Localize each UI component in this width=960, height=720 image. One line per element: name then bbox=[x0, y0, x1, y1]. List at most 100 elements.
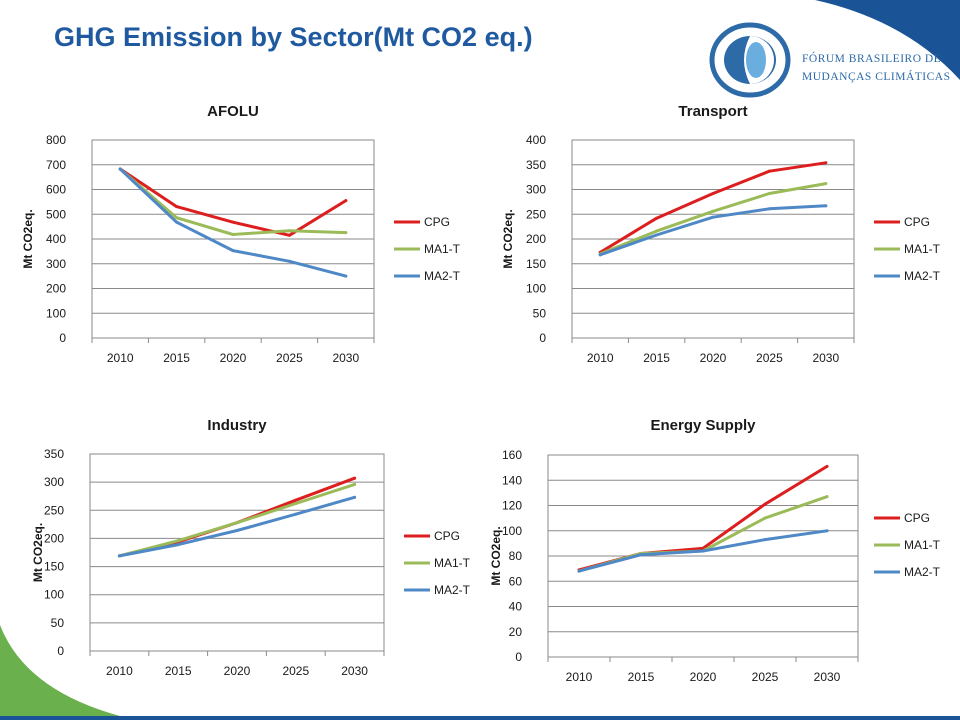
afolu-plot-area bbox=[91, 139, 375, 339]
industry-xtick-label: 2025 bbox=[282, 664, 309, 678]
transport-series-ma2-t-point bbox=[767, 207, 771, 211]
energy-supply-ytick-label: 160 bbox=[502, 448, 522, 462]
energy-supply-ytick-label: 120 bbox=[502, 499, 522, 513]
page-title: GHG Emission by Sector(Mt CO2 eq.) bbox=[54, 22, 533, 52]
afolu-series-ma2-t-point bbox=[344, 274, 348, 278]
afolu-series-ma2-t-point bbox=[287, 259, 291, 263]
afolu-title: AFOLU bbox=[207, 103, 259, 120]
afolu-xtick-label: 2010 bbox=[107, 351, 134, 365]
energy-supply-ytick-label: 20 bbox=[509, 625, 523, 639]
transport-legend-label-ma2-t: MA2-T bbox=[904, 269, 941, 283]
industry-legend-label-cpg: CPG bbox=[434, 529, 460, 543]
transport-ylabel: Mt CO2eq. bbox=[501, 209, 515, 268]
energy-supply-series-cpg-point bbox=[763, 502, 767, 506]
industry-ytick-label: 0 bbox=[57, 644, 64, 658]
afolu-xtick-label: 2030 bbox=[332, 351, 359, 365]
energy-supply-legend-label-ma2-t: MA2-T bbox=[904, 565, 941, 579]
industry-ytick-label: 150 bbox=[44, 560, 64, 574]
transport-ytick-label: 400 bbox=[526, 133, 546, 147]
afolu-ytick-label: 700 bbox=[46, 158, 66, 172]
afolu-legend-label-ma1-t: MA1-T bbox=[424, 242, 461, 256]
afolu-series-ma1-t-point bbox=[344, 231, 348, 235]
transport-ytick-label: 100 bbox=[526, 282, 546, 296]
industry-xtick-label: 2030 bbox=[341, 664, 368, 678]
logo-text-line2: MUDANÇAS CLIMÁTICAS bbox=[802, 69, 950, 83]
afolu-ytick-label: 100 bbox=[46, 306, 66, 320]
logo-emblem bbox=[709, 22, 791, 98]
transport-ytick-label: 250 bbox=[526, 207, 546, 221]
transport-title: Transport bbox=[678, 103, 747, 120]
industry-series-ma1-t-point bbox=[353, 482, 357, 486]
afolu-series-cpg-point bbox=[231, 220, 235, 224]
energy-supply-series-ma2-t-point bbox=[825, 529, 829, 533]
industry-ytick-label: 300 bbox=[44, 475, 64, 489]
afolu-series-cpg-point bbox=[344, 199, 348, 203]
industry-series-ma2-t-point bbox=[176, 543, 180, 547]
industry-ytick-label: 100 bbox=[44, 588, 64, 602]
industry-ytick-label: 350 bbox=[44, 447, 64, 461]
transport-series-cpg-point bbox=[711, 191, 715, 195]
transport-xtick-label: 2025 bbox=[756, 351, 783, 365]
energy-supply-series-ma2-t-point bbox=[639, 553, 643, 557]
afolu-ytick-label: 800 bbox=[46, 133, 66, 147]
transport-ytick-label: 50 bbox=[533, 306, 547, 320]
energy-supply-ytick-label: 80 bbox=[509, 549, 523, 563]
energy-supply-series-ma1-t-point bbox=[825, 495, 829, 499]
transport-xtick-label: 2015 bbox=[643, 351, 670, 365]
afolu-ytick-label: 500 bbox=[46, 207, 66, 221]
logo-text-line1: FÓRUM BRASILEIRO DE bbox=[802, 51, 941, 65]
afolu-xtick-label: 2015 bbox=[163, 351, 190, 365]
energy-supply-legend-label-cpg: CPG bbox=[904, 511, 930, 525]
industry-ytick-label: 50 bbox=[51, 616, 65, 630]
transport-series-ma1-t-point bbox=[824, 182, 828, 186]
afolu-ytick-label: 400 bbox=[46, 232, 66, 246]
afolu-ytick-label: 600 bbox=[46, 183, 66, 197]
transport-xtick-label: 2030 bbox=[812, 351, 839, 365]
industry-series-ma1-t-point bbox=[235, 521, 239, 525]
transport-ytick-label: 200 bbox=[526, 232, 546, 246]
energy-supply-xtick-label: 2025 bbox=[752, 670, 779, 684]
industry-series-ma1-t-point bbox=[294, 502, 298, 506]
energy-supply-xtick-label: 2010 bbox=[566, 670, 593, 684]
transport-ytick-label: 350 bbox=[526, 158, 546, 172]
energy-supply-series-cpg-point bbox=[825, 464, 829, 468]
corner-swoosh-bottom-left-green bbox=[0, 625, 120, 716]
energy-supply-series-ma2-t-point bbox=[701, 549, 705, 553]
transport-series-ma1-t-point bbox=[767, 191, 771, 195]
afolu-xtick-label: 2020 bbox=[220, 351, 247, 365]
energy-supply-plot-area bbox=[547, 454, 859, 658]
transport-legend-label-ma1-t: MA1-T bbox=[904, 242, 941, 256]
transport-series-ma2-t-point bbox=[598, 253, 602, 257]
afolu-series-ma1-t-point bbox=[231, 233, 235, 237]
industry-title: Industry bbox=[207, 417, 267, 434]
afolu-xtick-label: 2025 bbox=[276, 351, 303, 365]
afolu-series-ma1-t-point bbox=[175, 216, 179, 220]
logo: FÓRUM BRASILEIRO DE MUDANÇAS CLIMÁTICAS bbox=[709, 22, 950, 98]
energy-supply-series-ma2-t-point bbox=[763, 538, 767, 542]
energy-supply-ytick-label: 0 bbox=[515, 650, 522, 664]
afolu-ytick-label: 300 bbox=[46, 257, 66, 271]
afolu-series-cpg-point bbox=[175, 205, 179, 209]
energy-supply-series-ma2-t-point bbox=[577, 569, 581, 573]
transport-series-cpg-point bbox=[767, 169, 771, 173]
industry-xtick-label: 2015 bbox=[165, 664, 192, 678]
energy-supply-xtick-label: 2015 bbox=[628, 670, 655, 684]
energy-supply-ylabel: Mt CO2eq. bbox=[489, 526, 503, 585]
afolu-legend-label-cpg: CPG bbox=[424, 215, 450, 229]
transport-xtick-label: 2010 bbox=[587, 351, 614, 365]
afolu-series-ma2-t-point bbox=[231, 249, 235, 253]
transport-plot-area bbox=[571, 139, 855, 339]
industry-series-ma2-t-point bbox=[294, 512, 298, 516]
energy-supply-xtick-label: 2030 bbox=[814, 670, 841, 684]
afolu-series-ma1-t-point bbox=[287, 229, 291, 233]
afolu-series-cpg-point bbox=[287, 233, 291, 237]
industry-series-ma1-t-point bbox=[176, 539, 180, 543]
afolu-series-ma2-t-point bbox=[118, 167, 122, 171]
industry-legend-label-ma2-t: MA2-T bbox=[434, 583, 471, 597]
energy-supply-ytick-label: 100 bbox=[502, 524, 522, 538]
transport-series-ma2-t-point bbox=[824, 204, 828, 208]
